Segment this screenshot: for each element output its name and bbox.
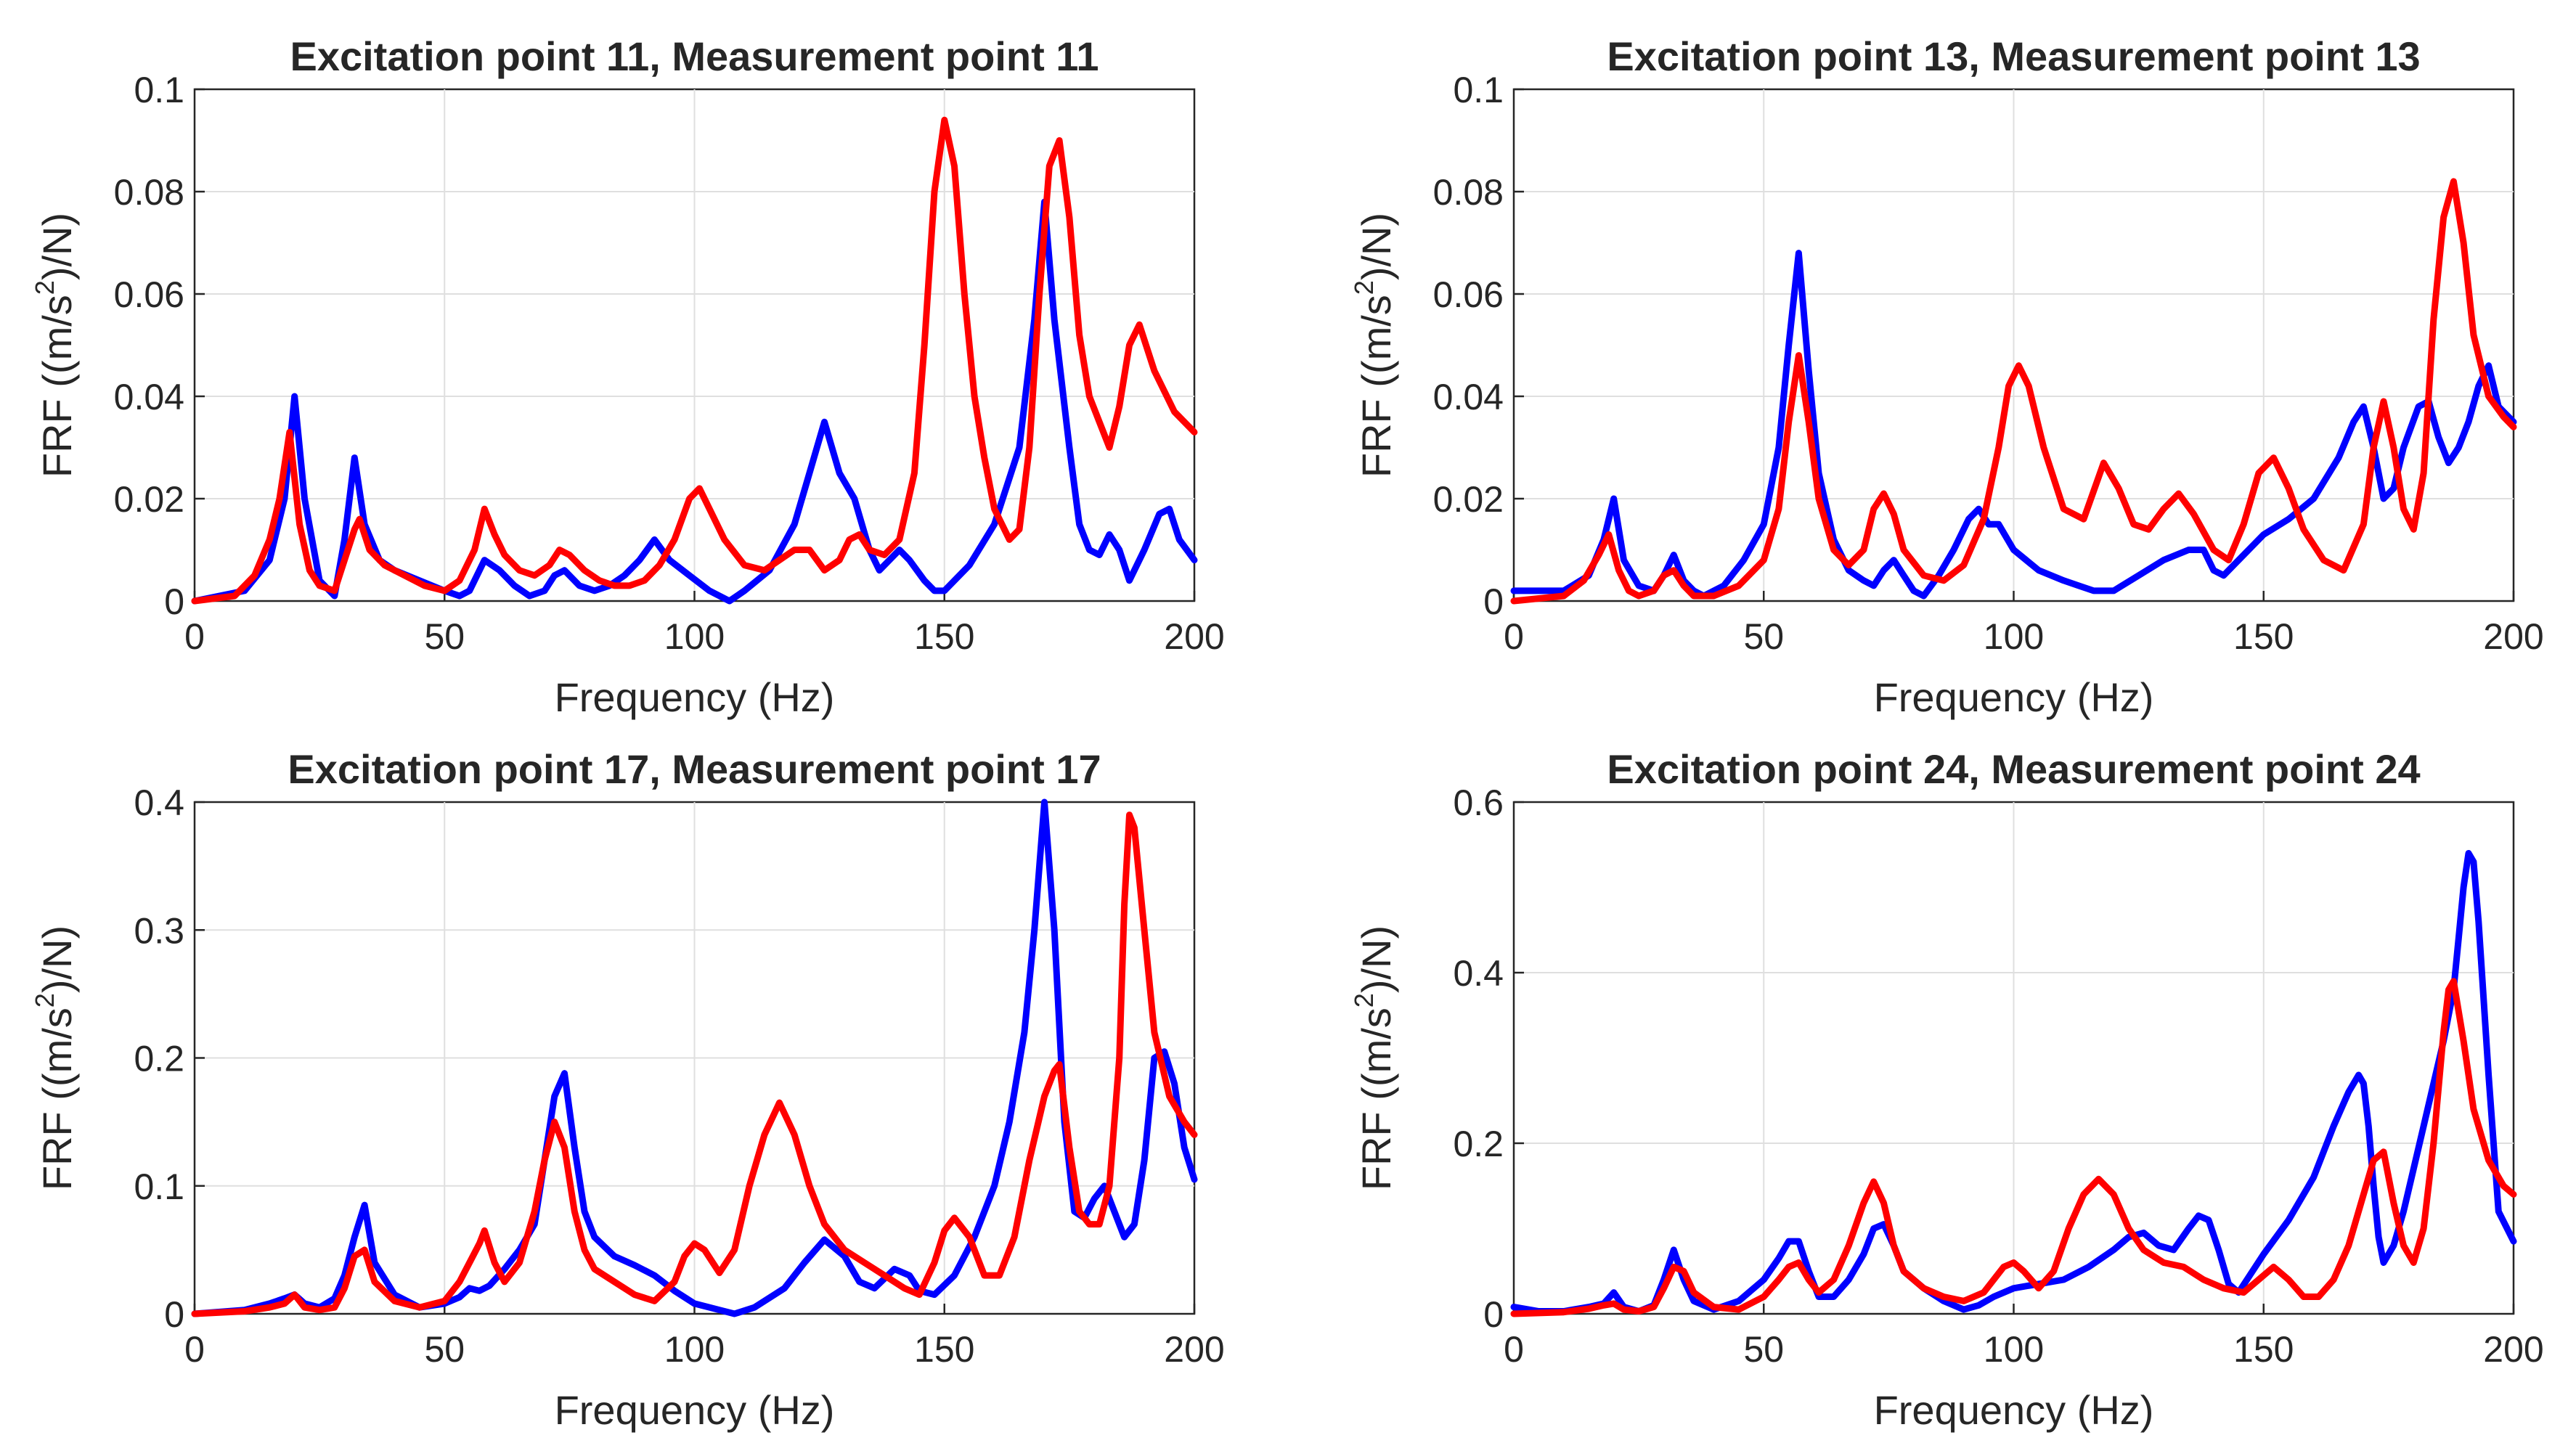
- x-tick-label: 0: [184, 1329, 205, 1370]
- y-tick-label: 0.06: [1433, 274, 1504, 315]
- y-tick-label: 0.6: [1453, 782, 1504, 823]
- y-axis-label-superscript: 2: [1349, 993, 1379, 1007]
- series-line-red: [1510, 178, 2517, 605]
- y-tick-label: 0.06: [114, 274, 184, 315]
- x-tick-label: 150: [2233, 1329, 2294, 1370]
- y-axis-label-unit: )/N): [34, 925, 80, 993]
- y-axis-label: FRF ((m/s2)/N): [30, 213, 80, 478]
- x-tick-label: 200: [2483, 1329, 2543, 1370]
- y-axis-label-main: FRF ((m/s: [34, 1007, 80, 1190]
- y-tick-label: 0.04: [114, 377, 184, 417]
- y-axis-label-superscript: 2: [30, 280, 60, 295]
- x-tick-label: 150: [914, 616, 974, 657]
- y-axis-label-superscript: 2: [30, 993, 60, 1007]
- x-tick-label: 100: [664, 1329, 725, 1370]
- x-axis-label: Frequency (Hz): [555, 674, 835, 720]
- x-axis-label: Frequency (Hz): [555, 1387, 835, 1433]
- chart-title: Excitation point 13, Measurement point 1…: [1607, 33, 2420, 79]
- y-axis-label-main: FRF ((m/s: [1353, 1007, 1399, 1190]
- y-tick-label: 0.02: [1433, 479, 1504, 520]
- series-line-blue: [1510, 250, 2517, 600]
- y-tick-label: 0.02: [114, 479, 184, 520]
- series-line-red: [191, 116, 1198, 605]
- y-axis-label: FRF ((m/s2)/N): [30, 925, 80, 1190]
- y-tick-label: 0.1: [134, 70, 184, 110]
- y-axis-label-unit: )/N): [34, 213, 80, 280]
- chart-panel-4: 0 50 100 150 200 0 0.2 0.4 0.6 Excitation point 2…: [1349, 746, 2544, 1433]
- y-tick-label: 0.04: [1433, 377, 1504, 417]
- chart-panel-1: 0 50 100 150 200 0 0.02 0.04 0.06 0.08 0.1 Excitati…: [30, 33, 1225, 720]
- y-axis-label: FRF ((m/s2)/N): [1349, 925, 1399, 1190]
- y-tick-label: 0.2: [134, 1039, 184, 1079]
- x-tick-label: 50: [1743, 1329, 1784, 1370]
- chart-title: Excitation point 11, Measurement point 1…: [290, 33, 1099, 79]
- y-axis-label-main: FRF ((m/s: [34, 295, 80, 478]
- y-tick-label: 0.08: [1433, 172, 1504, 213]
- x-tick-label: 50: [424, 1329, 465, 1370]
- y-tick-label: 0.08: [114, 172, 184, 213]
- y-tick-label: 0: [1483, 581, 1504, 622]
- series-line-red: [191, 812, 1198, 1317]
- series-line-red: [1510, 978, 2517, 1317]
- y-tick-label: 0.4: [1453, 953, 1504, 994]
- x-tick-label: 0: [1504, 1329, 1524, 1370]
- chart-panel-3: 0 50 100 150 200 0 0.1 0.2 0.3 0.4 Excitation poin…: [30, 746, 1225, 1433]
- series-line-blue: [1510, 850, 2517, 1315]
- x-tick-label: 0: [1504, 616, 1524, 657]
- x-tick-label: 100: [664, 616, 725, 657]
- y-axis-label-unit: )/N): [1353, 925, 1399, 993]
- y-tick-label: 0.2: [1453, 1124, 1504, 1164]
- y-axis-label-unit: )/N): [1353, 213, 1399, 280]
- chart-panel-2: 0 50 100 150 200 0 0.02 0.04 0.06 0.08 0.1 Excitati…: [1349, 33, 2544, 720]
- y-tick-label: 0.4: [134, 782, 184, 823]
- x-tick-label: 200: [1164, 616, 1224, 657]
- x-tick-label: 0: [184, 616, 205, 657]
- y-tick-label: 0.1: [134, 1166, 184, 1207]
- x-tick-label: 200: [2483, 616, 2543, 657]
- x-tick-label: 150: [914, 1329, 974, 1370]
- x-tick-label: 100: [1984, 616, 2044, 657]
- chart-title: Excitation point 17, Measurement point 1…: [288, 746, 1101, 792]
- x-axis-label: Frequency (Hz): [1874, 674, 2154, 720]
- x-tick-label: 50: [424, 616, 465, 657]
- chart-title: Excitation point 24, Measurement point 2…: [1607, 746, 2420, 792]
- x-tick-label: 150: [2233, 616, 2294, 657]
- y-axis-label-main: FRF ((m/s: [1353, 295, 1399, 478]
- y-tick-label: 0: [164, 1294, 184, 1335]
- x-tick-label: 50: [1743, 616, 1784, 657]
- y-tick-label: 0: [164, 581, 184, 622]
- y-tick-label: 0.3: [134, 910, 184, 951]
- y-axis-label: FRF ((m/s2)/N): [1349, 213, 1399, 478]
- y-tick-label: 0: [1483, 1294, 1504, 1335]
- y-tick-label: 0.1: [1453, 70, 1504, 110]
- x-axis-label: Frequency (Hz): [1874, 1387, 2154, 1433]
- x-tick-label: 200: [1164, 1329, 1224, 1370]
- x-tick-label: 100: [1984, 1329, 2044, 1370]
- y-axis-label-superscript: 2: [1349, 280, 1379, 295]
